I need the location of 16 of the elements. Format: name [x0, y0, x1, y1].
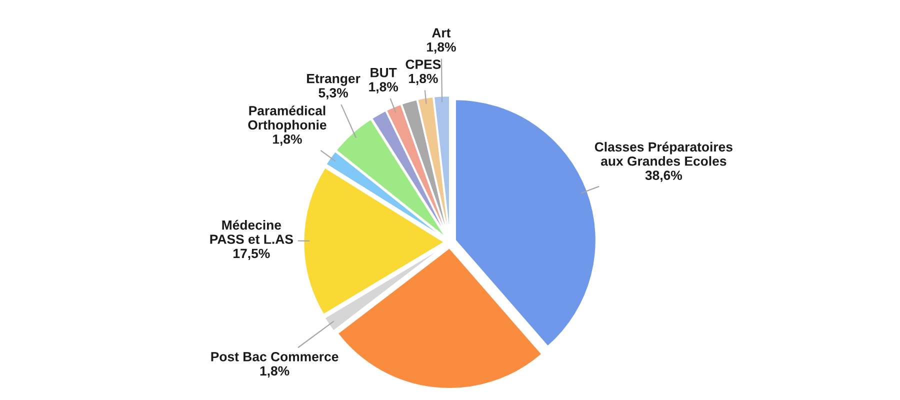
data-label: 1,8% [427, 42, 456, 54]
data-label: 38,6% [645, 170, 682, 182]
slice-label: Post Bac Commerce [211, 352, 338, 362]
slice-label: Etranger [307, 74, 360, 86]
slice-label: BUT [370, 68, 397, 78]
data-label: 1,8% [408, 74, 438, 86]
slice-label: Art [432, 28, 451, 38]
data-label: 17,5% [234, 248, 270, 260]
slice-label: CPES [406, 60, 441, 69]
data-label: 1,8% [260, 366, 290, 378]
slice-label: Médecine PASS et L.AS [210, 220, 293, 244]
slice-label: Classes Préparatoires aux Grandes Ecoles [594, 142, 732, 166]
data-label: 5,3% [318, 88, 348, 100]
data-label: 1,8% [273, 134, 302, 146]
slice-label: Paramédical Orthophonie [248, 106, 326, 132]
data-label: 1,8% [369, 82, 398, 94]
